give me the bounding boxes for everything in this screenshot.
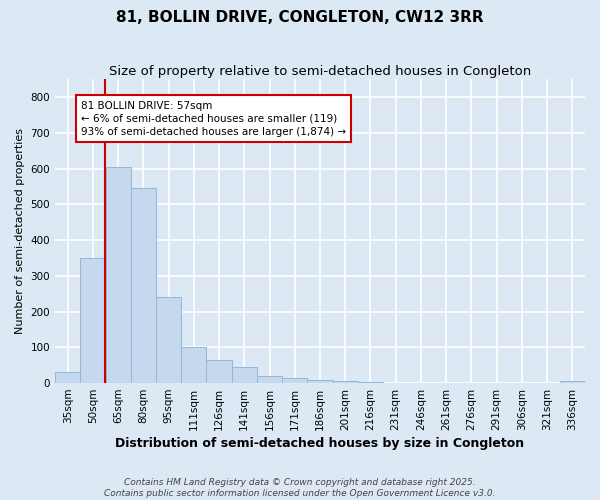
Bar	[55, 372, 80, 383]
Bar	[106, 167, 131, 383]
Bar	[206, 360, 232, 383]
Bar	[332, 382, 358, 383]
Bar	[560, 382, 585, 383]
Bar	[307, 380, 332, 383]
Bar	[358, 382, 383, 383]
Bar	[156, 298, 181, 383]
Bar	[232, 367, 257, 383]
Text: Contains HM Land Registry data © Crown copyright and database right 2025.
Contai: Contains HM Land Registry data © Crown c…	[104, 478, 496, 498]
Bar	[80, 258, 106, 383]
Y-axis label: Number of semi-detached properties: Number of semi-detached properties	[15, 128, 25, 334]
X-axis label: Distribution of semi-detached houses by size in Congleton: Distribution of semi-detached houses by …	[115, 437, 524, 450]
Text: 81, BOLLIN DRIVE, CONGLETON, CW12 3RR: 81, BOLLIN DRIVE, CONGLETON, CW12 3RR	[116, 10, 484, 25]
Bar	[282, 378, 307, 383]
Bar	[257, 376, 282, 383]
Bar	[131, 188, 156, 383]
Text: 81 BOLLIN DRIVE: 57sqm
← 6% of semi-detached houses are smaller (119)
93% of sem: 81 BOLLIN DRIVE: 57sqm ← 6% of semi-deta…	[81, 100, 346, 137]
Bar	[181, 348, 206, 383]
Title: Size of property relative to semi-detached houses in Congleton: Size of property relative to semi-detach…	[109, 65, 531, 78]
